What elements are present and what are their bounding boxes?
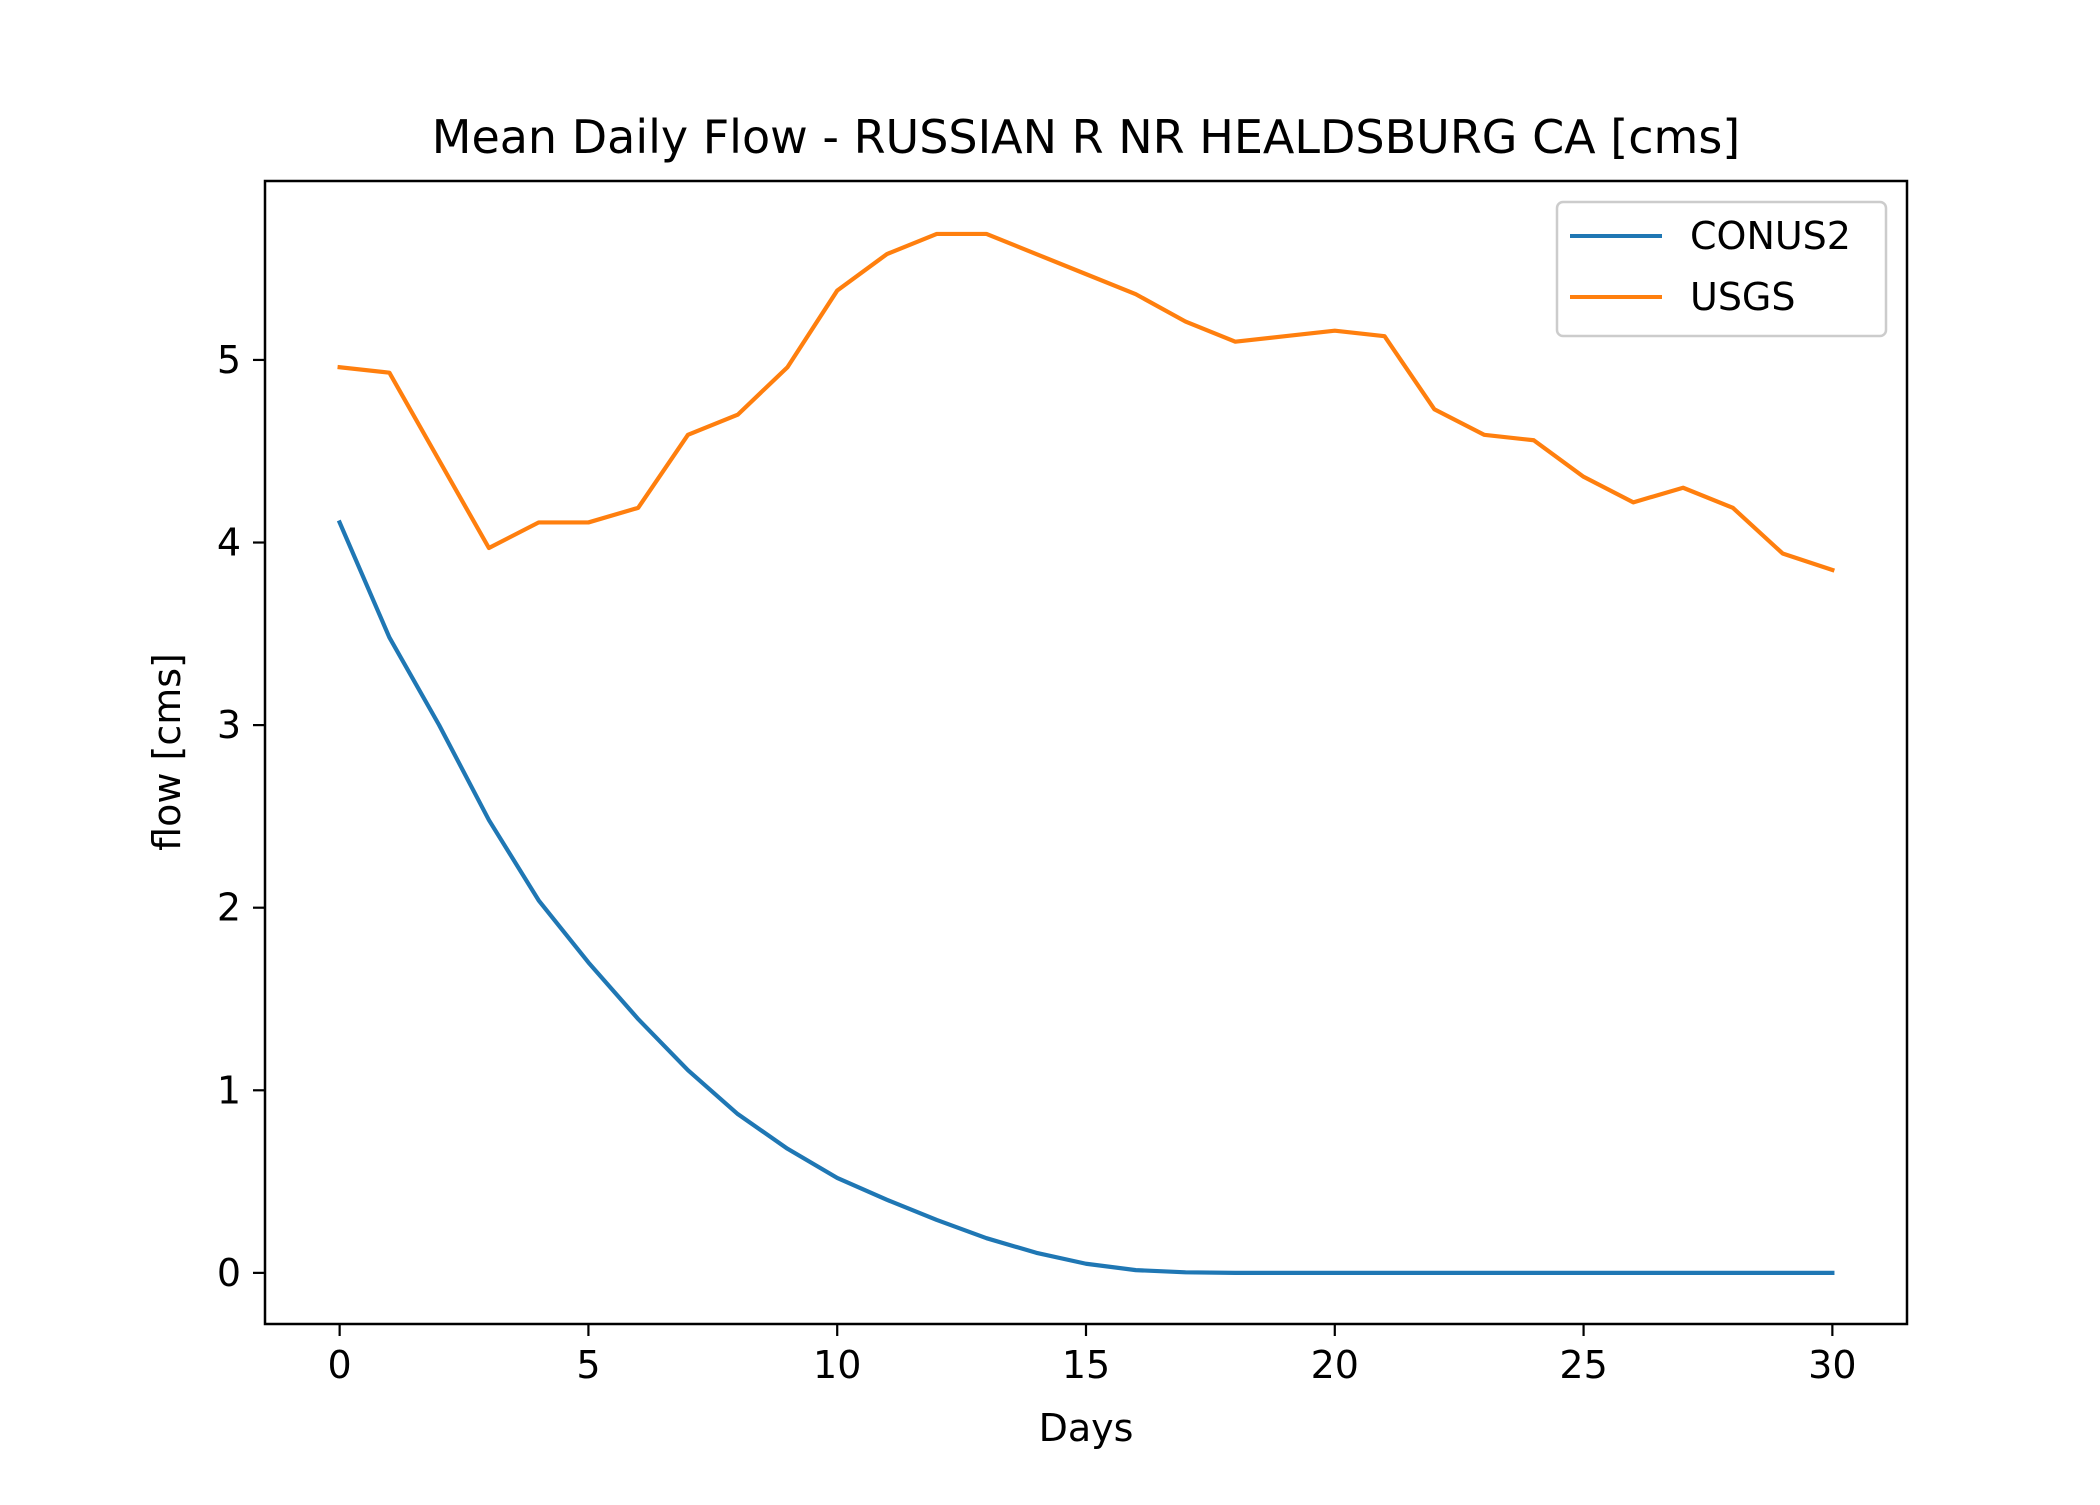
- y-tick-label: 1: [217, 1068, 241, 1112]
- y-tick-label: 5: [217, 338, 241, 382]
- legend-label-conus2: CONUS2: [1690, 214, 1851, 258]
- x-tick-label: 0: [328, 1343, 352, 1387]
- x-tick-label: 30: [1808, 1343, 1856, 1387]
- x-tick-label: 15: [1062, 1343, 1110, 1387]
- y-axis-label: flow [cms]: [145, 653, 189, 851]
- y-tick-label: 4: [217, 521, 241, 565]
- series-line-conus2: [336, 519, 1835, 1275]
- y-tick-label: 2: [217, 886, 241, 930]
- x-axis-label: Days: [1039, 1406, 1134, 1450]
- x-axis: 0 5 10 15 20 25 30: [328, 1324, 1857, 1387]
- legend: CONUS2 USGS: [1555, 200, 1888, 338]
- x-tick-label: 20: [1311, 1343, 1359, 1387]
- series-layer: [336, 231, 1836, 1275]
- y-tick-label: 3: [217, 703, 241, 747]
- chart-title: Mean Daily Flow - RUSSIAN R NR HEALDSBUR…: [432, 110, 1740, 164]
- x-tick-label: 25: [1559, 1343, 1607, 1387]
- legend-label-usgs: USGS: [1690, 275, 1796, 319]
- y-tick-label: 0: [217, 1251, 241, 1295]
- y-axis: 0 1 2 3 4 5: [217, 338, 265, 1295]
- series-line-usgs: [337, 231, 1836, 573]
- x-tick-label: 5: [576, 1343, 600, 1387]
- x-tick-label: 10: [813, 1343, 861, 1387]
